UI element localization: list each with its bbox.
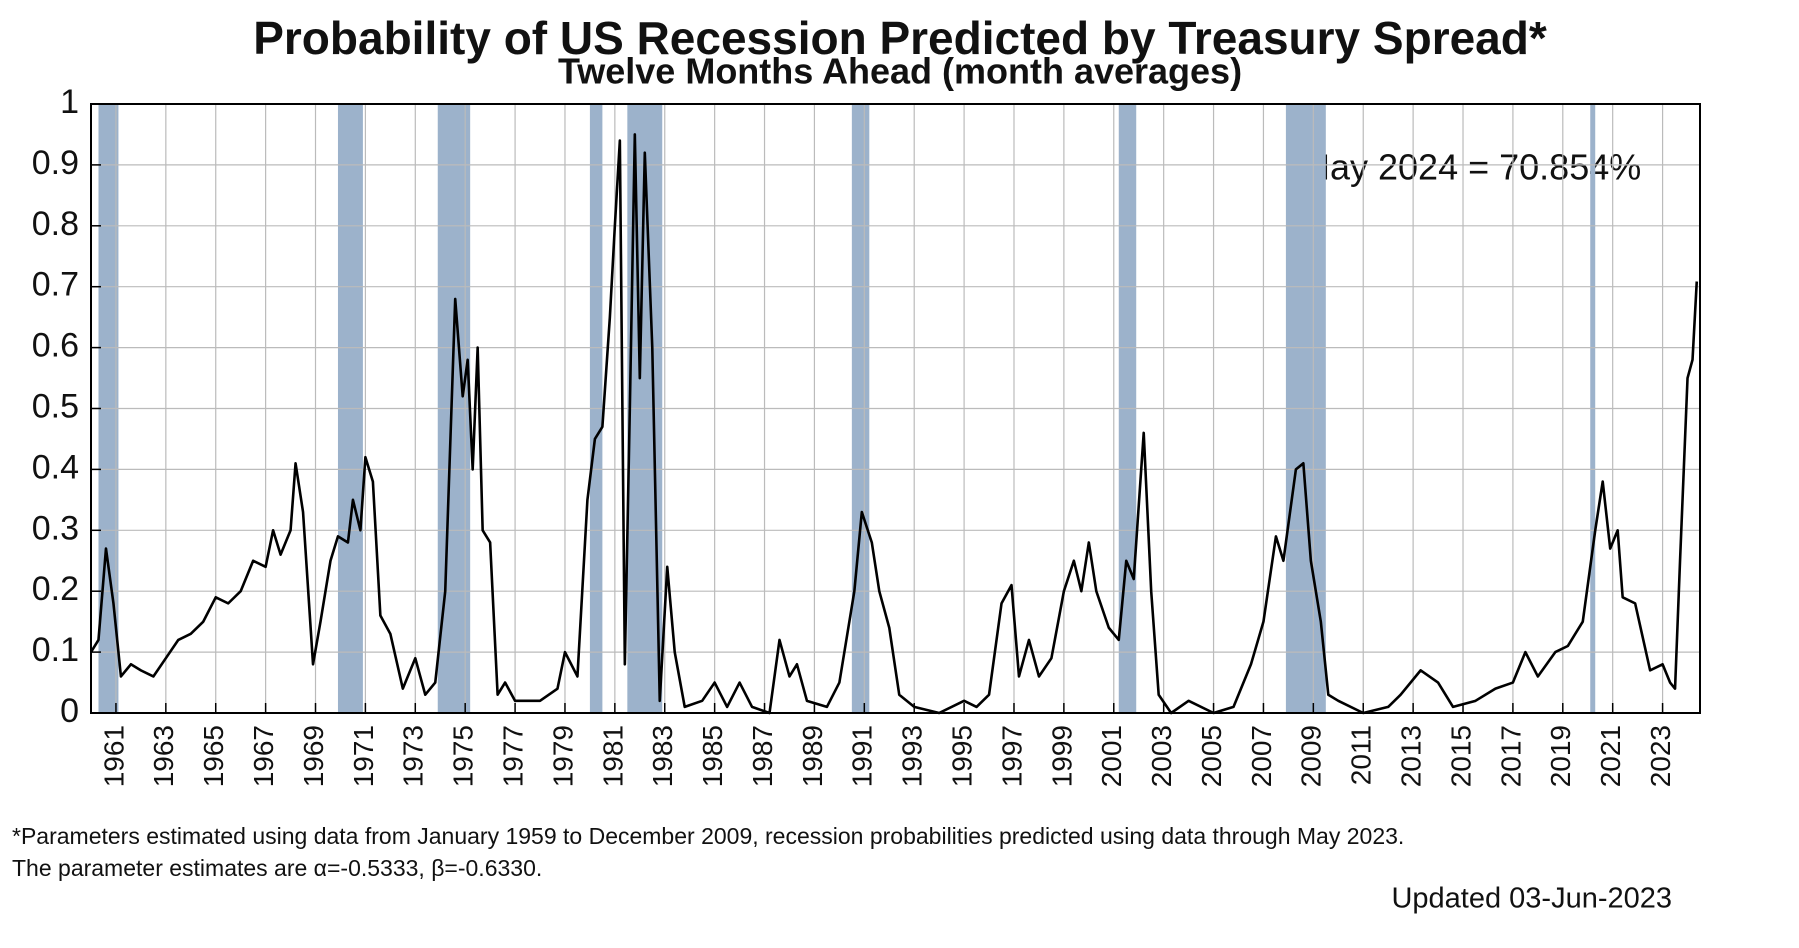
x-tick-label: 1983 xyxy=(647,725,678,787)
y-tick-label: 0.7 xyxy=(32,266,79,304)
y-tick-label: 0.1 xyxy=(32,631,79,669)
x-tick-label: 2013 xyxy=(1396,725,1427,787)
x-tick-label: 1991 xyxy=(847,725,878,787)
x-tick-label: 1989 xyxy=(797,725,828,787)
x-tick-label: 1965 xyxy=(198,725,229,787)
updated-note: Updated 03-Jun-2023 xyxy=(1391,883,1672,915)
series-line xyxy=(89,133,1699,715)
x-tick-label: 1997 xyxy=(996,725,1027,787)
footnote: The parameter estimates are α=-0.5333, β… xyxy=(12,855,542,881)
y-tick-label: 0.6 xyxy=(32,327,79,365)
y-tick-label: 0 xyxy=(60,692,79,730)
x-tick-label: 2005 xyxy=(1196,725,1227,787)
x-tick-label: 1971 xyxy=(348,725,379,787)
x-tick-label: 2007 xyxy=(1246,725,1277,787)
y-tick-label: 1 xyxy=(60,83,79,121)
x-tick-label: 2021 xyxy=(1595,725,1626,787)
x-tick-label: 1987 xyxy=(747,725,778,787)
x-tick-label: 1993 xyxy=(897,725,928,787)
x-tick-label: 2023 xyxy=(1645,725,1676,787)
y-tick-label: 0.4 xyxy=(32,448,79,486)
y-tick-label: 0.9 xyxy=(32,144,79,182)
x-tick-label: 2001 xyxy=(1096,725,1127,787)
chart-subtitle: Twelve Months Ahead (month averages) xyxy=(558,51,1242,92)
x-tick-label: 1981 xyxy=(597,725,628,787)
annotation: May 2024 = 70.854% xyxy=(1300,147,1641,188)
y-tick-label: 0.5 xyxy=(32,387,79,425)
x-tick-label: 1995 xyxy=(946,725,977,787)
x-tick-label: 1977 xyxy=(497,725,528,787)
x-tick-label: 1999 xyxy=(1046,725,1077,787)
x-tick-label: 2015 xyxy=(1445,725,1476,787)
x-tick-label: 1963 xyxy=(148,725,179,787)
x-tick-label: 1975 xyxy=(448,725,479,787)
x-tick-label: 2009 xyxy=(1296,725,1327,787)
x-tick-label: 2011 xyxy=(1346,725,1377,785)
y-tick-label: 0.8 xyxy=(32,205,79,243)
footnote: *Parameters estimated using data from Ja… xyxy=(12,823,1404,849)
plot-frame xyxy=(90,103,1701,714)
x-tick-label: 1973 xyxy=(398,725,429,787)
y-tick-label: 0.2 xyxy=(32,570,79,608)
x-tick-label: 1967 xyxy=(248,725,279,787)
x-tick-label: 2017 xyxy=(1495,725,1526,787)
x-tick-label: 1985 xyxy=(697,725,728,787)
plot-area xyxy=(89,103,1701,715)
x-tick-label: 2019 xyxy=(1545,725,1576,787)
x-tick-label: 1979 xyxy=(547,725,578,787)
x-tick-label: 1961 xyxy=(98,725,129,787)
y-tick-label: 0.3 xyxy=(32,509,79,547)
x-tick-label: 1969 xyxy=(298,725,329,787)
chart-title: Probability of US Recession Predicted by… xyxy=(253,12,1547,64)
x-tick-label: 2003 xyxy=(1146,725,1177,787)
